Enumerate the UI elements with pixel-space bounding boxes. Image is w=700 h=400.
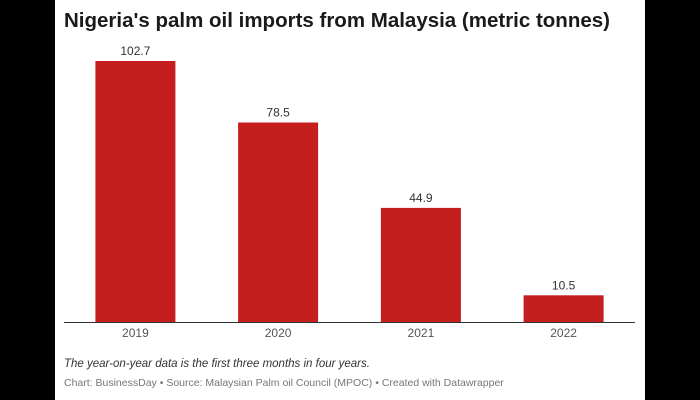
footnote: The year-on-year data is the first three… — [64, 358, 370, 370]
credit-source: Source: Malaysian Palm oil Council (MPOC… — [166, 377, 373, 389]
chart-card: Nigeria's palm oil imports from Malaysia… — [55, 0, 645, 400]
data-label-2021: 44.9 — [409, 191, 433, 205]
x-tick-label-2019: 2019 — [122, 326, 149, 340]
credit-separator-2: • — [372, 377, 382, 389]
bars-layer — [95, 61, 604, 322]
credit-tool: Created with Datawrapper — [381, 377, 504, 389]
credit-separator-1: • — [156, 377, 167, 389]
bar-chart: 102.7 78.5 44.9 10.5 2019 2020 2021 2022 — [64, 44, 635, 340]
bar-2019 — [95, 61, 176, 322]
x-tick-label-2022: 2022 — [550, 326, 577, 340]
x-tick-label-2020: 2020 — [265, 326, 292, 340]
credit-chart: Chart: BusinessDay — [64, 377, 157, 389]
bar-2021 — [380, 207, 461, 322]
x-tick-labels-layer: 2019 2020 2021 2022 — [122, 326, 577, 340]
x-tick-label-2021: 2021 — [408, 326, 435, 340]
credits-line: Chart: BusinessDay • Source: Malaysian P… — [64, 377, 504, 389]
data-label-2019: 102.7 — [120, 44, 150, 58]
data-label-2022: 10.5 — [552, 278, 576, 292]
data-labels-layer: 102.7 78.5 44.9 10.5 — [120, 44, 575, 292]
bar-2022 — [523, 295, 604, 322]
data-label-2020: 78.5 — [266, 106, 290, 120]
chart-title: Nigeria's palm oil imports from Malaysia… — [64, 9, 610, 32]
bar-2020 — [238, 122, 319, 322]
